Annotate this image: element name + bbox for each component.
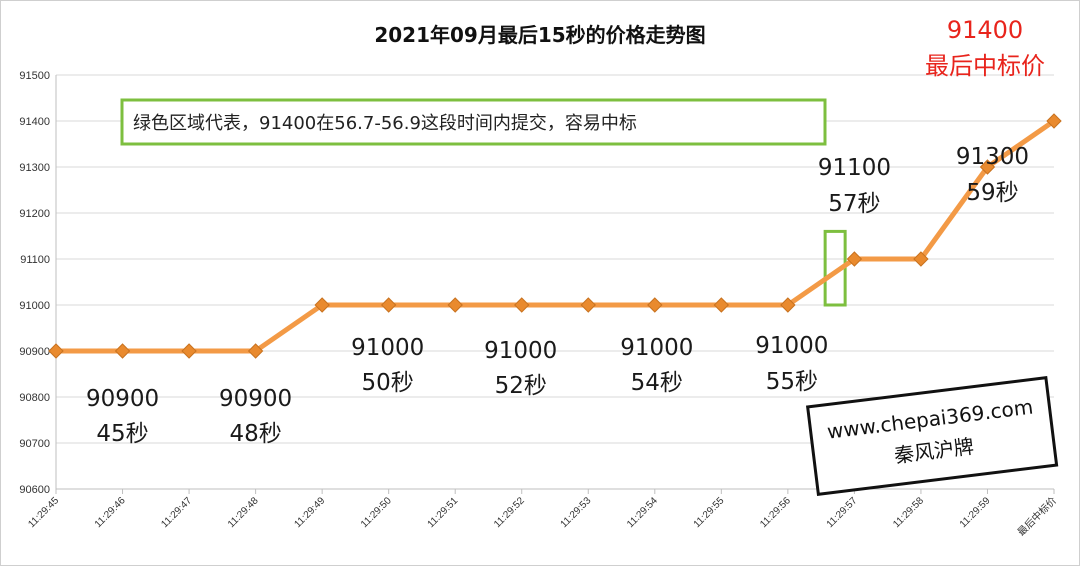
final-price-caption: 最后中标价 (925, 52, 1045, 80)
note-text: 绿色区域代表，91400在56.7-56.9这段时间内提交，容易中标 (133, 113, 637, 134)
annotation-second: 59秒 (966, 180, 1018, 206)
annotation-second: 45秒 (96, 421, 148, 447)
note-box-border (120, 98, 827, 146)
annotation-price: 90900 (219, 386, 292, 412)
price-marker (846, 251, 863, 267)
price-marker (780, 297, 796, 313)
y-tick-label: 91400 (19, 116, 50, 128)
price-line (53, 118, 1057, 354)
price-marker (447, 297, 463, 313)
x-tick-label: 11:29:45 (26, 495, 61, 530)
price-marker (647, 297, 663, 313)
annotation-second: 57秒 (828, 191, 880, 217)
annotation-price: 91000 (351, 335, 424, 361)
price-marker (314, 297, 330, 313)
y-tick-label: 90600 (19, 484, 50, 496)
x-tick-label: 11:29:46 (93, 495, 128, 530)
annotation-second: 54秒 (631, 370, 683, 396)
annotation-second: 52秒 (495, 373, 547, 399)
price-marker (1046, 113, 1062, 129)
chart-title: 2021年09月最后15秒的价格走势图 (374, 23, 705, 47)
price-marker (979, 159, 996, 175)
price-marker (514, 297, 530, 313)
x-tick-label: 11:29:54 (625, 495, 660, 530)
x-tick-label: 11:29:55 (692, 495, 727, 530)
price-series (53, 118, 1057, 354)
y-tick-label: 90800 (19, 392, 50, 404)
annotation-price: 91100 (818, 155, 891, 181)
annotation-price: 91000 (755, 333, 828, 359)
note-box: 绿色区域代表，91400在56.7-56.9这段时间内提交，容易中标 (120, 98, 827, 146)
x-axis-ticks: 11:29:45 11:29:46 11:29:47 11:29:48 11:29:49… (26, 489, 1059, 538)
annotation-second: 55秒 (766, 369, 818, 395)
annotation-price: 90900 (86, 386, 159, 412)
x-tick-label: 11:29:52 (492, 495, 527, 530)
y-tick-label: 91100 (20, 254, 50, 266)
price-marker (380, 297, 397, 313)
x-tick-label: 最后中标价 (1015, 494, 1060, 539)
point-annotations: 90900 45秒 90900 48秒 91000 50秒 91000 52秒 91000 54秒… (86, 144, 1029, 447)
final-price-label: 91400 最后中标价 (925, 16, 1045, 80)
price-markers (48, 113, 1062, 359)
y-tick-label: 91300 (19, 162, 50, 174)
x-tick-label: 11:29:53 (559, 495, 594, 530)
price-marker (913, 251, 929, 267)
x-tick-label: 11:29:49 (292, 495, 327, 530)
watermark-border (805, 376, 1059, 496)
price-marker (580, 297, 596, 313)
price-marker (114, 343, 131, 359)
annotation-price: 91000 (620, 335, 693, 361)
y-tick-label: 91200 (19, 208, 50, 220)
y-tick-label: 91500 (19, 70, 50, 82)
final-price-value: 91400 (947, 16, 1023, 44)
y-tick-label: 90900 (19, 346, 50, 358)
x-tick-label: 11:29:59 (958, 495, 993, 530)
price-marker (247, 343, 264, 359)
y-tick-label: 90700 (19, 438, 50, 450)
x-tick-label: 11:29:50 (359, 495, 394, 530)
x-tick-label: 11:29:56 (758, 495, 793, 530)
x-tick-label: 11:29:48 (226, 495, 261, 530)
y-axis-ticks: 90600 90700 90800 90900 91000 91100 91200 91300… (19, 70, 50, 496)
price-marker (713, 297, 730, 313)
annotation-price: 91000 (484, 338, 557, 364)
x-tick-label: 11:29:58 (891, 495, 926, 530)
annotation-second: 48秒 (229, 421, 281, 447)
watermark-stamp: www.chepai369.com 秦风沪牌 (805, 376, 1059, 496)
annotation-second: 50秒 (362, 370, 414, 396)
x-tick-label: 11:29:47 (159, 495, 194, 530)
annotation-price: 91300 (956, 144, 1029, 170)
x-tick-label: 11:29:57 (825, 495, 860, 530)
x-tick-label: 11:29:51 (426, 495, 461, 530)
price-marker (48, 343, 64, 359)
price-marker (181, 343, 197, 359)
y-tick-label: 91000 (19, 300, 50, 312)
